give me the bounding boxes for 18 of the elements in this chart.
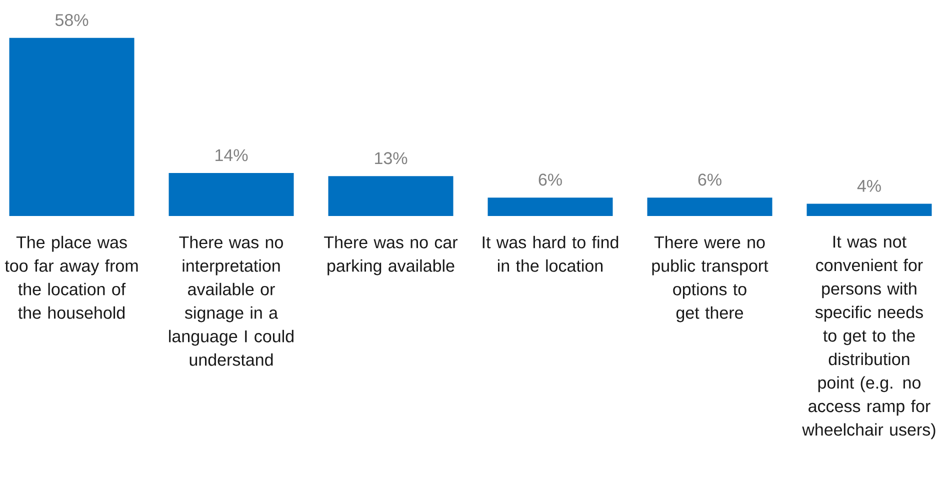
data-label: 58% [55, 14, 88, 26]
bar [9, 38, 134, 216]
data-label: 14% [216, 149, 248, 162]
data-label: 6% [538, 174, 562, 186]
x-tick-label: There was no interpretation available or signage in a language I could understand [169, 236, 294, 366]
bar [488, 198, 613, 216]
bar [806, 204, 932, 216]
x-tick-label: It was hard to find in the location [482, 236, 618, 272]
data-label: 13% [375, 152, 408, 164]
bar [168, 173, 294, 216]
x-tick-label: There were no public transport options to get there [652, 236, 768, 322]
x-tick-label: The place was too far away from the location of the household [4, 236, 138, 319]
category-label: It was not convenient for persons with specific needs to get to the distribution point (e.g. no access ramp for wheelchair users) [802, 236, 936, 440]
data-label: 6% [698, 174, 722, 186]
bar [647, 198, 772, 216]
data-label: 4% [857, 180, 881, 192]
x-tick-label: There was no car parking available [324, 236, 458, 276]
bar [328, 176, 454, 216]
